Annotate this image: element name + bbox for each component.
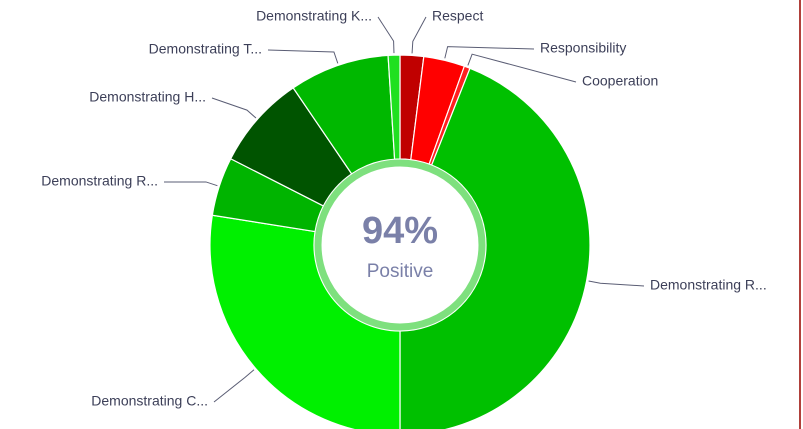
leader-line (588, 280, 645, 287)
leader-line (444, 46, 535, 59)
slice (209, 214, 401, 429)
slice (399, 67, 591, 429)
slice-label: Demonstrating R... (41, 173, 158, 189)
leader-line (377, 16, 395, 54)
center-disc (322, 167, 478, 323)
leader-line (411, 16, 427, 54)
leader-line (213, 369, 255, 403)
inner-ring (314, 159, 486, 331)
slice-label: Responsibility (540, 40, 626, 56)
slice-label: Demonstrating H... (89, 89, 206, 105)
slice-label: Demonstrating R... (650, 277, 767, 293)
slice (387, 54, 401, 160)
leader-line (163, 181, 218, 187)
slice-label: Cooperation (582, 73, 658, 89)
slice-label: Respect (432, 8, 483, 24)
center-value: 94% (362, 210, 438, 252)
leader-line (467, 53, 577, 83)
center-caption: Positive (367, 261, 434, 282)
slice-label: Demonstrating T... (149, 41, 262, 57)
slice-label: Demonstrating K... (256, 8, 372, 24)
slice-label: Demonstrating C... (91, 393, 208, 409)
leader-line (211, 97, 257, 119)
leader-line (267, 49, 339, 64)
